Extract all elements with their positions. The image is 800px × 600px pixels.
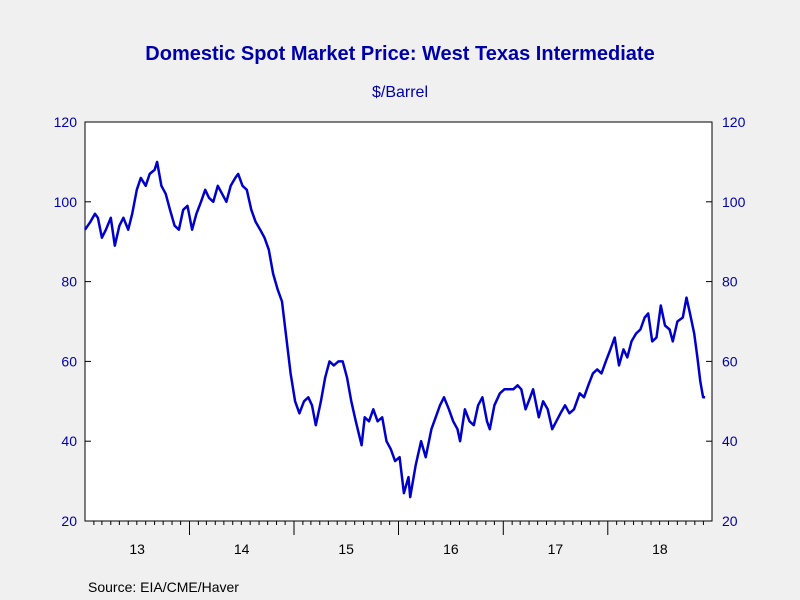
series-layer [83,160,706,499]
series-line [83,160,706,499]
chart-title: Domestic Spot Market Price: West Texas I… [145,43,654,65]
x-tick-label: 16 [443,541,459,557]
x-tick-label: 14 [234,541,250,557]
x-tick-label: 13 [129,541,145,557]
x-tick-label: 18 [652,541,668,557]
y-tick-label-right: 120 [722,114,746,130]
plot-area [84,121,713,522]
y-tick-label-left: 80 [61,274,77,290]
x-tick-label: 15 [338,541,354,557]
axes-layer: 20 20 40 40 60 60 80 80 100 100 120 120 13 14 15 16 17 18 [54,114,746,557]
y-tick-label-right: 20 [722,513,738,529]
y-tick-label-left: 60 [61,353,77,369]
chart-source: Source: EIA/CME/Haver [88,579,239,595]
y-tick-label-right: 60 [722,353,738,369]
y-tick-label-left: 40 [61,433,77,449]
chart-subtitle: $/Barrel [372,84,428,101]
y-tick-label-right: 100 [722,194,746,210]
y-tick-label-right: 80 [722,274,738,290]
y-tick-label-left: 100 [54,194,78,210]
y-tick-label-left: 120 [54,114,78,130]
x-tick-label: 17 [548,541,564,557]
y-tick-label-right: 40 [722,433,738,449]
y-tick-label-left: 20 [61,513,77,529]
